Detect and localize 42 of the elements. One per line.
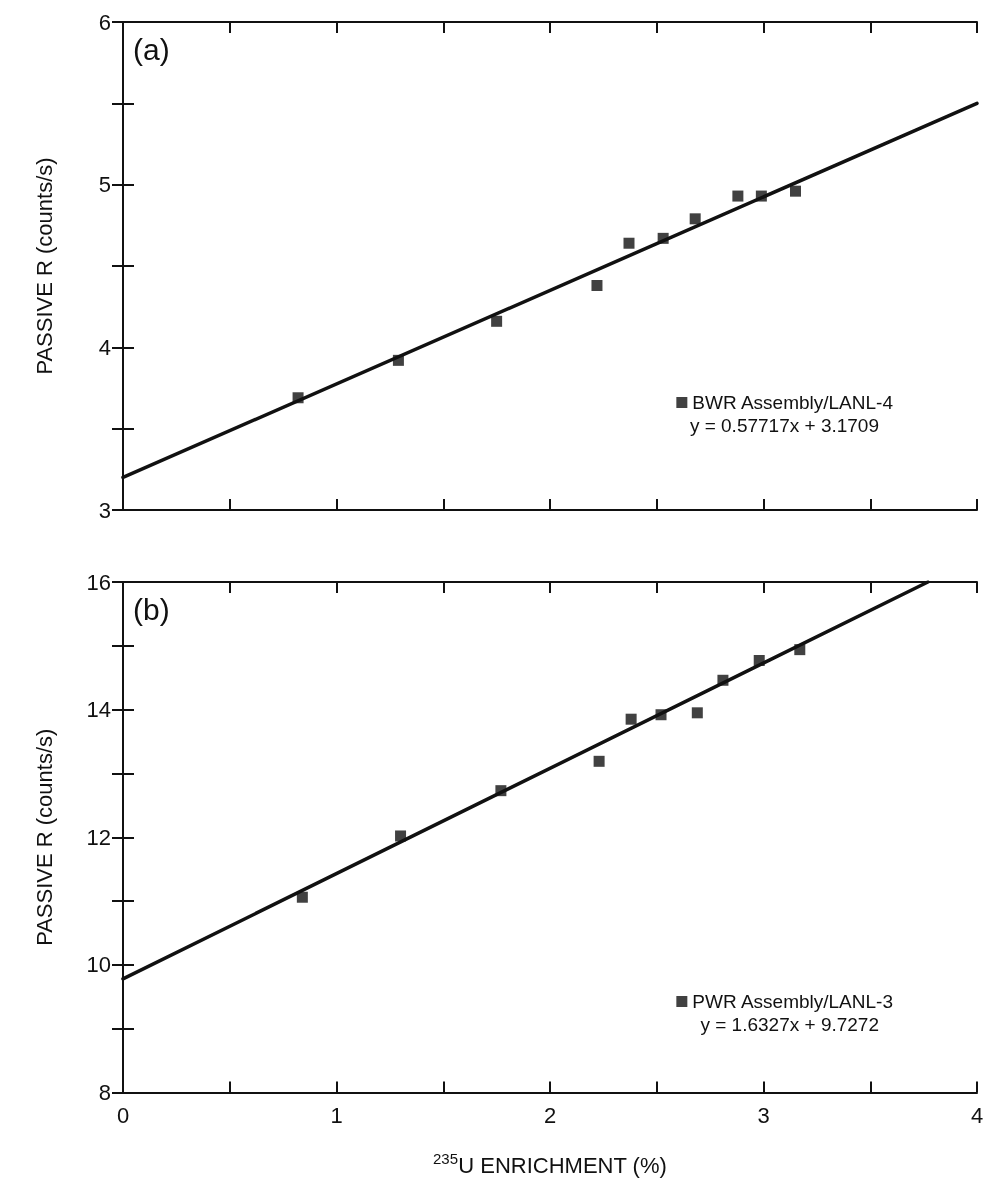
legend-label: PWR Assembly/LANL-3: [692, 991, 893, 1012]
y-tick-label: 8: [98, 1080, 111, 1105]
y-axis-title: PASSIVE R (counts/s): [31, 157, 57, 375]
y-tick-label: 6: [98, 9, 111, 35]
point: [732, 190, 744, 202]
point: [689, 213, 701, 225]
point: [717, 674, 729, 686]
point: [691, 707, 703, 719]
point: [395, 830, 407, 842]
y-tick-label: 3: [98, 497, 111, 523]
y-tick-label: 12: [86, 824, 111, 850]
x-tick-label: 2: [543, 1103, 557, 1128]
point: [755, 190, 767, 202]
x-tick-label: 4: [970, 1103, 984, 1128]
point: [591, 280, 603, 292]
y-tick-label: 14: [86, 697, 111, 723]
point: [292, 392, 304, 404]
point: [794, 644, 806, 656]
point: [593, 755, 605, 767]
y-tick-label: 10: [86, 952, 111, 978]
legend-label: BWR Assembly/LANL-4: [692, 392, 894, 413]
point: [657, 232, 669, 244]
annotation: (b): [133, 592, 170, 626]
point: [296, 891, 308, 903]
y-tick-label: 5: [98, 172, 111, 198]
y-axis-title: PASSIVE R (counts/s): [31, 728, 57, 946]
point: [753, 654, 765, 666]
point: [790, 185, 802, 197]
point: [392, 354, 404, 366]
x-tick-label: 1: [330, 1103, 343, 1128]
x-tick-label: 0: [116, 1103, 130, 1128]
y-tick-label: 4: [98, 334, 111, 360]
x-tick-label: 3: [757, 1103, 770, 1128]
annotation: y = 0.57717x + 3.1709: [689, 415, 880, 436]
point: [491, 315, 503, 327]
point: [625, 713, 637, 725]
annotation: (a): [133, 32, 170, 66]
point: [655, 709, 667, 721]
annotation: y = 1.6327x + 9.7272: [700, 1014, 880, 1035]
y-tick-label: 16: [86, 569, 111, 595]
point: [623, 237, 635, 249]
point: [495, 785, 507, 797]
